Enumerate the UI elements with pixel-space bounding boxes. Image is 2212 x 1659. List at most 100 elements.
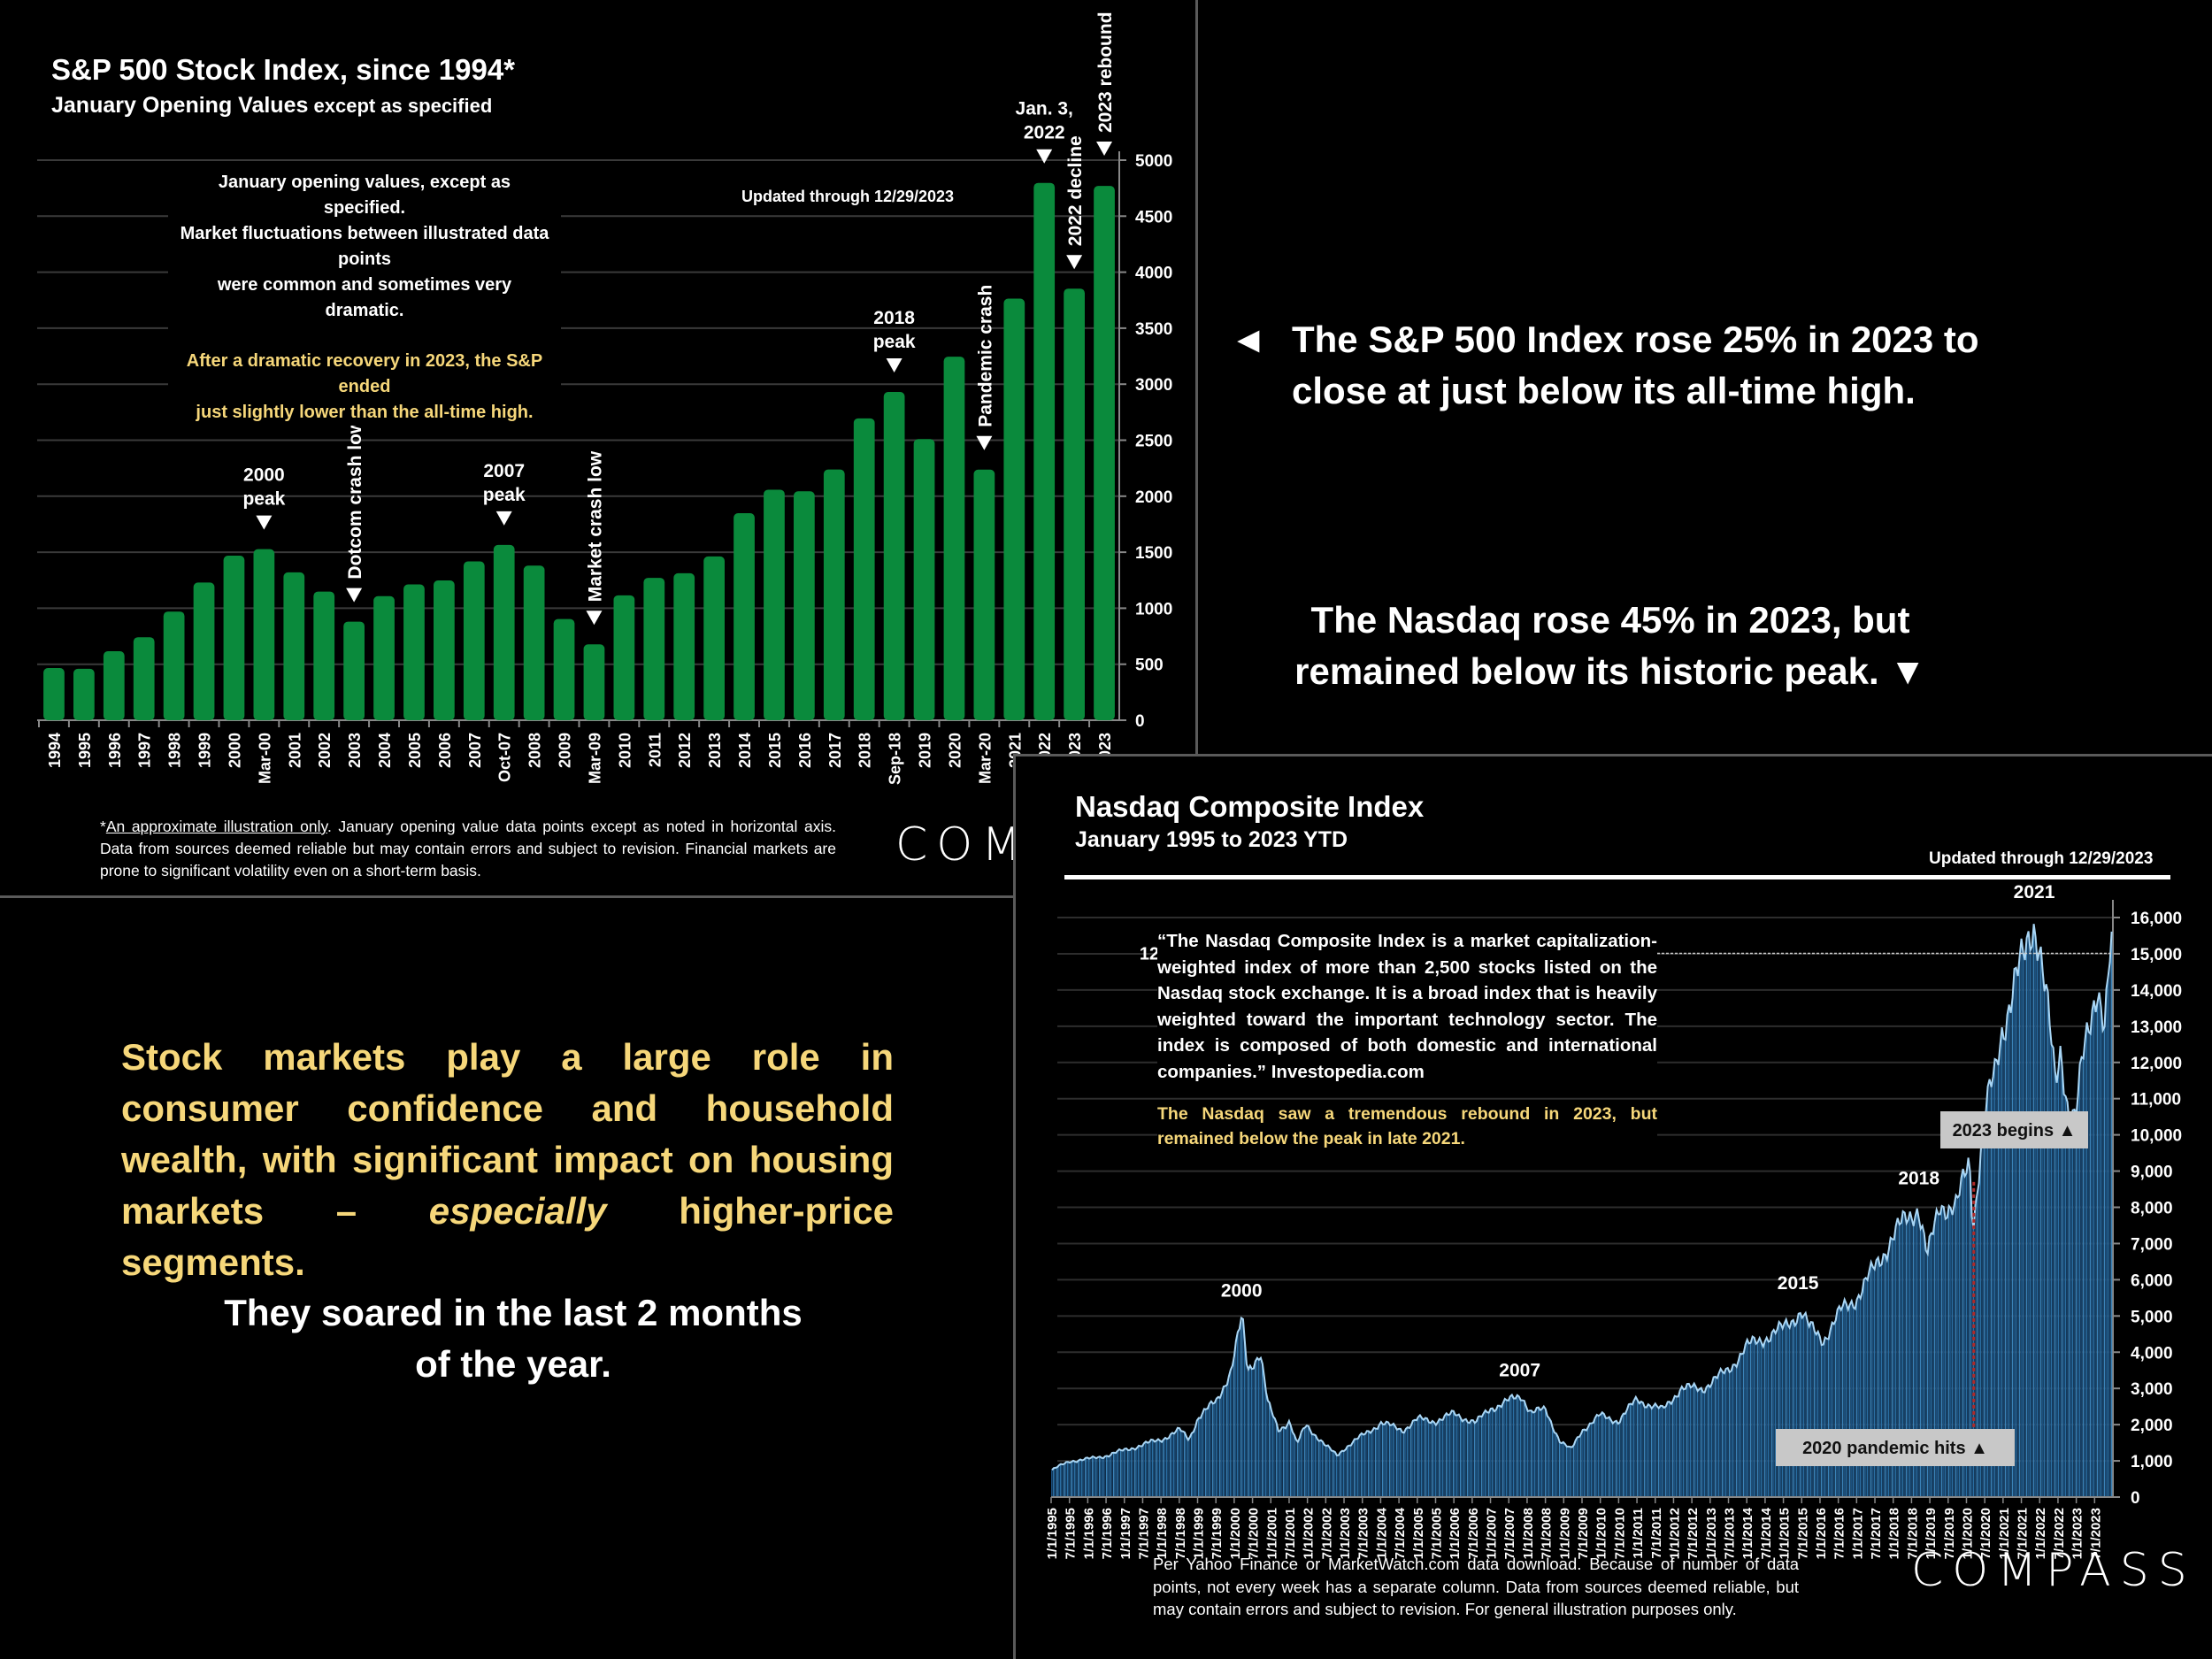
x-tick-label: 2016 — [796, 733, 814, 768]
bar — [1454, 1415, 1456, 1497]
bar — [1878, 1265, 1881, 1497]
bar — [1926, 1254, 1929, 1497]
bar — [1965, 1172, 1968, 1497]
bar — [1831, 1322, 1833, 1497]
bar — [1243, 1341, 1246, 1497]
bar — [1654, 1403, 1656, 1497]
bar — [1162, 1439, 1164, 1497]
bar — [1802, 1315, 1805, 1497]
bar — [1724, 1369, 1727, 1497]
bar — [2016, 975, 2019, 1497]
bar — [1829, 1329, 1832, 1497]
x-tick-label: 7/1/2001 — [1283, 1508, 1298, 1559]
x-tick-label: 7/1/2011 — [1649, 1508, 1664, 1559]
main-paragraph-after: higher-price segments. — [121, 1190, 894, 1283]
bar — [1418, 1415, 1421, 1497]
bar — [1459, 1417, 1462, 1497]
bar — [1999, 1044, 2001, 1497]
bar — [1947, 1205, 1950, 1497]
bar — [1356, 1438, 1359, 1497]
bar — [1891, 1239, 1893, 1497]
bar — [1848, 1304, 1851, 1497]
bar — [1133, 1449, 1136, 1497]
bar — [1530, 1410, 1532, 1497]
bar — [1818, 1336, 1821, 1497]
bar — [1816, 1331, 1819, 1497]
bar — [1291, 1432, 1294, 1497]
y-tick-label: 8,000 — [2131, 1200, 2173, 1218]
bar — [1141, 1446, 1143, 1497]
bar — [1694, 1386, 1697, 1497]
bar — [1471, 1420, 1474, 1497]
bar — [1659, 1405, 1662, 1497]
bar — [1236, 1332, 1239, 1497]
bar — [1730, 1371, 1732, 1497]
bar — [1960, 1178, 1962, 1497]
y-tick-label: 4500 — [1135, 208, 1172, 227]
peak-label: 2021 — [2014, 882, 2055, 902]
bar — [913, 439, 935, 720]
bar — [1696, 1391, 1699, 1497]
bar — [1664, 1406, 1667, 1497]
bar — [1441, 1419, 1444, 1497]
nasdaq-footnote: Per Yahoo Finance or MarketWatch.com dat… — [1153, 1553, 1799, 1621]
bar — [1213, 1402, 1216, 1497]
x-tick-label: 7/1/1995 — [1064, 1508, 1079, 1559]
x-tick-label: 2014 — [736, 733, 754, 768]
bar — [1854, 1309, 1856, 1497]
y-tick-label: 2500 — [1135, 433, 1172, 451]
bar — [1516, 1394, 1518, 1497]
bar — [2004, 1039, 2007, 1497]
bar — [1875, 1260, 1878, 1497]
x-tick-label: 7/1/1996 — [1100, 1508, 1115, 1559]
bar — [1693, 1383, 1695, 1497]
bar — [1346, 1446, 1348, 1497]
bar — [1742, 1353, 1745, 1497]
bar — [1330, 1450, 1333, 1497]
bar — [1077, 1460, 1079, 1497]
y-tick-label: 13,000 — [2131, 1018, 2182, 1037]
y-tick-label: 1,000 — [2131, 1453, 2173, 1471]
bar — [1723, 1373, 1725, 1497]
bar — [2054, 1071, 2056, 1497]
bar — [1643, 1407, 1646, 1497]
bar — [1641, 1402, 1644, 1497]
bar — [1992, 1076, 1994, 1497]
bar — [1409, 1425, 1412, 1497]
sp500-panel: S&P 500 Stock Index, since 1994* January… — [0, 0, 1198, 898]
bar — [2020, 938, 2023, 1497]
bar — [1250, 1369, 1253, 1497]
bar — [1052, 1468, 1055, 1497]
bar — [1378, 1425, 1380, 1497]
sp500-subtitle-suffix: except as specified — [308, 95, 493, 117]
x-tick-label: 7/1/2000 — [1247, 1508, 1262, 1559]
bar — [2034, 937, 2037, 1497]
x-tick-label: 1/1/2023 — [2070, 1508, 2085, 1559]
bar — [853, 418, 875, 720]
bar — [1486, 1412, 1488, 1497]
x-tick-label: 2005 — [406, 733, 424, 768]
bar — [1896, 1217, 1899, 1497]
sp500-summary-line: close at just below its all-time high. — [1292, 370, 1916, 411]
bar — [2047, 992, 2049, 1497]
bar — [1845, 1303, 1847, 1497]
bar — [1109, 1455, 1111, 1497]
bar — [2057, 1068, 2060, 1497]
bar — [1261, 1363, 1263, 1497]
bar — [1678, 1390, 1681, 1497]
bar — [1507, 1401, 1509, 1497]
bar — [1470, 1420, 1472, 1497]
y-tick-label: 12,000 — [2131, 1055, 2182, 1073]
sp500-updated: Updated through 12/29/2023 — [741, 188, 955, 205]
bar — [1118, 1448, 1120, 1497]
annotation-label: peak — [873, 332, 916, 352]
bar — [1479, 1416, 1481, 1497]
bar — [223, 556, 245, 720]
bar — [1863, 1279, 1865, 1497]
bar — [1661, 1405, 1663, 1497]
bar — [1165, 1439, 1168, 1497]
bar — [1657, 1408, 1660, 1497]
bar — [1553, 1432, 1555, 1497]
bar — [1489, 1409, 1492, 1497]
bar — [1094, 186, 1115, 721]
